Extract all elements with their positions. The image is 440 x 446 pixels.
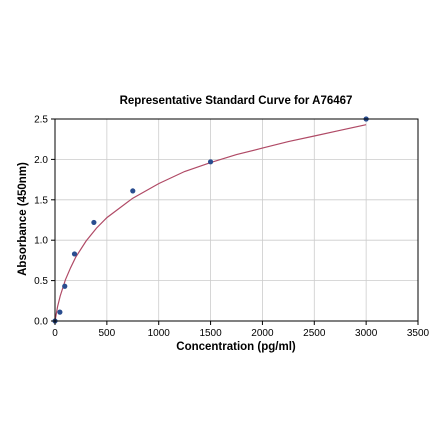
data-point bbox=[207, 159, 214, 165]
data-point bbox=[71, 251, 78, 257]
data-point bbox=[130, 188, 136, 194]
data-point bbox=[62, 283, 68, 289]
fitted-curve-line bbox=[54, 124, 367, 322]
x-tick-label: 3500 bbox=[407, 328, 430, 339]
x-tick-label: 1500 bbox=[199, 328, 222, 339]
data-points-layer bbox=[52, 116, 369, 324]
y-tick-label: 2.0 bbox=[34, 155, 48, 166]
x-tick-label: 2500 bbox=[303, 328, 326, 339]
data-point bbox=[91, 219, 97, 226]
x-tick-label: 1000 bbox=[148, 328, 171, 339]
plot-area-frame bbox=[54, 118, 419, 322]
y-axis-ticks: 0.0 0.5 1.0 1.5 2.0 2.5 bbox=[34, 115, 55, 328]
fitted-curve-layer bbox=[54, 124, 367, 322]
y-axis-label: Absorbance (450nm) bbox=[17, 162, 29, 276]
x-tick-label: 500 bbox=[99, 328, 116, 339]
y-tick-label: 0.5 bbox=[34, 276, 48, 287]
y-tick-label: 0.0 bbox=[34, 317, 48, 328]
x-tick-label: 0 bbox=[52, 328, 58, 339]
y-tick-label: 2.5 bbox=[34, 115, 48, 126]
x-axis-label: Concentration (pg/ml) bbox=[176, 341, 296, 353]
y-tick-label: 1.0 bbox=[34, 236, 48, 247]
y-tick-label: 1.5 bbox=[34, 195, 48, 206]
x-tick-label: 3000 bbox=[355, 328, 378, 339]
x-tick-label: 2000 bbox=[251, 328, 274, 339]
x-axis-ticks: 0 500 1000 1500 2000 2500 3000 3500 bbox=[52, 321, 430, 339]
data-point bbox=[57, 309, 63, 315]
chart-title: Representative Standard Curve for A76467 bbox=[120, 95, 353, 107]
grid bbox=[54, 118, 419, 322]
